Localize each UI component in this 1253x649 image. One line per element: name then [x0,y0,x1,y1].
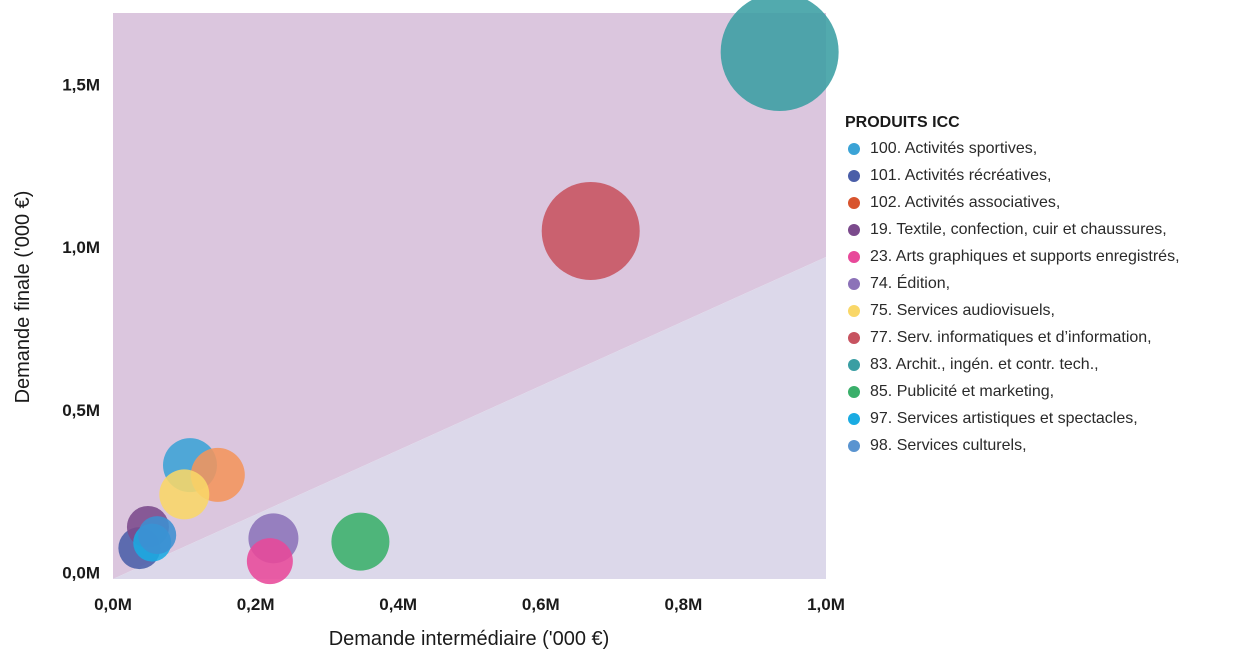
legend-item: 75. Services audiovisuels, [845,300,1253,322]
legend-label: 85. Publicité et marketing, [870,383,1055,400]
legend-label: 101. Activités récréatives, [870,167,1052,184]
legend-swatch [848,386,860,398]
x-tick-label: 0,4M [379,595,417,614]
plot-background [113,13,826,579]
legend: PRODUITS ICC 100. Activités sportives, 10… [845,114,1253,462]
legend-label: 74. Édition, [870,275,951,292]
legend-item: 83. Archit., ingén. et contr. tech., [845,354,1253,376]
legend-swatch [848,359,860,371]
legend-item: 74. Édition, [845,273,1253,295]
x-tick-label: 0,2M [237,595,275,614]
bubble-point [720,0,839,112]
legend-label: 102. Activités associatives, [870,194,1061,211]
y-axis-ticks: 0,0M 0,5M 1,0M 1,5M [62,76,100,583]
legend-swatch [848,332,860,344]
legend-swatch [848,197,860,209]
y-tick-label: 1,0M [62,238,100,257]
legend-item: 19. Textile, confection, cuir et chaussu… [845,219,1253,241]
legend-swatch [848,413,860,425]
legend-label: 97. Services artistiques et spectacles, [870,410,1138,427]
bubble-point [246,538,293,585]
legend-title: PRODUITS ICC [845,114,960,131]
y-tick-label: 0,5M [62,401,100,420]
legend-label: 23. Arts graphiques et supports enregist… [870,248,1180,265]
x-tick-label: 0,8M [665,595,703,614]
legend-label: 98. Services culturels, [870,437,1027,454]
legend-label: 77. Serv. informatiques et d’information… [870,329,1152,346]
legend-swatch [848,251,860,263]
legend-item: 77. Serv. informatiques et d’information… [845,327,1253,349]
y-tick-label: 1,5M [62,76,100,95]
bubble-point [159,469,210,520]
legend-label: 83. Archit., ingén. et contr. tech., [870,356,1099,373]
legend-item: 102. Activités associatives, [845,192,1253,214]
legend-item: 100. Activités sportives, [845,138,1253,160]
x-tick-label: 0,6M [522,595,560,614]
legend-items: 100. Activités sportives, 101. Activités … [845,138,1253,457]
legend-label: 19. Textile, confection, cuir et chaussu… [870,221,1167,238]
y-tick-label: 0,0M [62,563,100,582]
legend-swatch [848,440,860,452]
legend-item: 85. Publicité et marketing, [845,381,1253,403]
bubbles-layer [118,0,839,585]
x-axis-ticks: 0,0M 0,2M 0,4M 0,6M 0,8M 1,0M [94,595,845,614]
bubble-point [541,181,640,280]
legend-item: 98. Services culturels, [845,435,1253,457]
legend-swatch [848,278,860,290]
bubble-point [331,512,390,571]
upper-region [113,13,826,579]
legend-swatch [848,305,860,317]
legend-swatch [848,143,860,155]
legend-swatch [848,170,860,182]
legend-item: 101. Activités récréatives, [845,165,1253,187]
bubble-point [138,516,177,555]
y-axis-title: Demande finale ('000 €) [12,191,34,404]
lower-region [113,256,826,579]
x-axis-title: Demande intermédiaire ('000 €) [329,628,610,649]
x-tick-label: 1,0M [807,595,845,614]
legend-item: 23. Arts graphiques et supports enregist… [845,246,1253,268]
legend-item: 97. Services artistiques et spectacles, [845,408,1253,430]
legend-label: 75. Services audiovisuels, [870,302,1055,319]
legend-label: 100. Activités sportives, [870,140,1038,157]
legend-swatch [848,224,860,236]
x-tick-label: 0,0M [94,595,132,614]
